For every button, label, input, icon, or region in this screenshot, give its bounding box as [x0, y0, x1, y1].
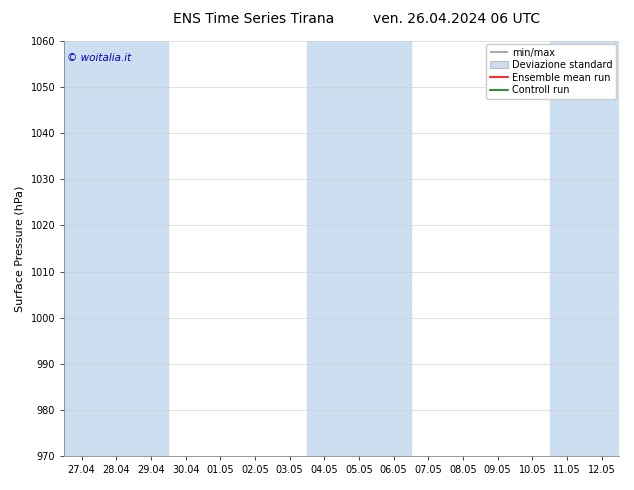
Text: ENS Time Series Tirana: ENS Time Series Tirana	[173, 12, 334, 26]
Bar	[64, 41, 134, 456]
Legend: min/max, Deviazione standard, Ensemble mean run, Controll run: min/max, Deviazione standard, Ensemble m…	[486, 44, 616, 99]
Bar	[550, 41, 619, 456]
Text: © woitalia.it: © woitalia.it	[67, 53, 131, 64]
Bar	[307, 41, 411, 456]
Y-axis label: Surface Pressure (hPa): Surface Pressure (hPa)	[15, 185, 25, 312]
Text: ven. 26.04.2024 06 UTC: ven. 26.04.2024 06 UTC	[373, 12, 540, 26]
Bar	[134, 41, 168, 456]
